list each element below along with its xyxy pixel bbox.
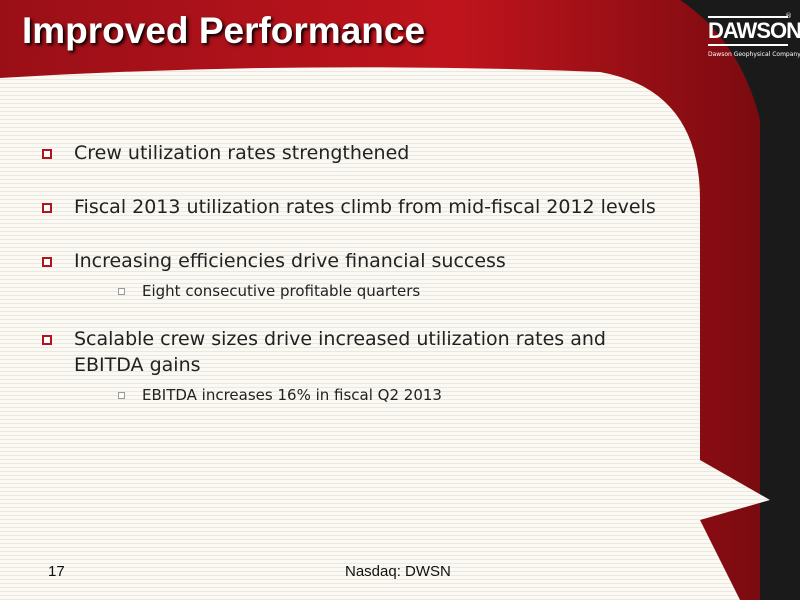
registered-mark: ®	[785, 12, 792, 20]
slide-title: Improved Performance	[22, 10, 426, 51]
logo: ® DAWSON Dawson Geophysical Company	[708, 12, 800, 58]
bullet: Crew utilization rates strengthened	[40, 140, 660, 166]
sub-bullet: EBITDA increases 16% in fiscal Q2 2013	[74, 384, 660, 406]
bullet: Fiscal 2013 utilization rates climb from…	[40, 194, 660, 220]
sub-bullet: Eight consecutive profitable quarters	[74, 280, 660, 302]
page-number: 17	[48, 563, 65, 580]
bullet-list: Crew utilization rates strengthened Fisca…	[40, 140, 660, 430]
footer-ticker: Nasdaq: DWSN	[345, 563, 451, 580]
logo-subtitle: Dawson Geophysical Company	[708, 51, 800, 58]
bullet: Scalable crew sizes drive increased util…	[40, 326, 660, 406]
bullet: Increasing efficiencies drive financial …	[40, 248, 660, 302]
logo-text: DAWSON	[708, 16, 800, 46]
